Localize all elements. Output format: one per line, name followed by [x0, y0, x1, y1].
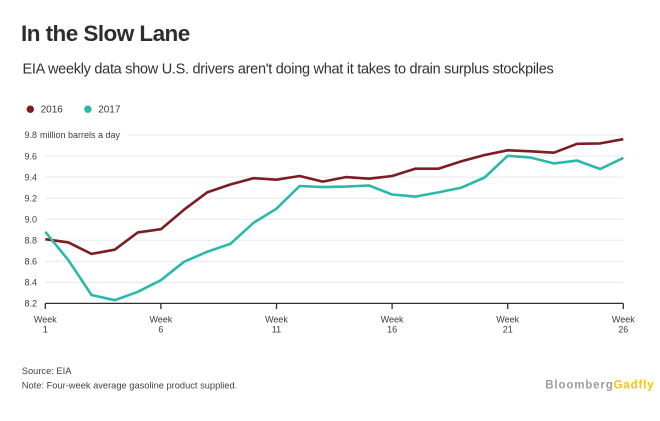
svg-text:Week: Week: [612, 315, 635, 325]
svg-text:8.4: 8.4: [25, 278, 38, 288]
svg-text:9.0: 9.0: [25, 214, 38, 224]
svg-text:Note: Four-week average gasoli: Note: Four-week average gasoline product…: [22, 380, 238, 390]
svg-text:In the Slow Lane: In the Slow Lane: [21, 21, 190, 46]
svg-text:2016: 2016: [41, 104, 64, 115]
svg-text:9.2: 9.2: [25, 193, 38, 203]
svg-text:8.6: 8.6: [25, 257, 38, 267]
svg-text:EIA weekly data show U.S. driv: EIA weekly data show U.S. drivers aren't…: [23, 61, 554, 77]
svg-text:6: 6: [158, 325, 163, 335]
svg-text:Source: EIA: Source: EIA: [22, 366, 72, 376]
svg-text:26: 26: [618, 325, 628, 335]
svg-text:9.6: 9.6: [25, 151, 38, 161]
svg-text:Week: Week: [381, 315, 404, 325]
svg-text:BloombergGadfly: BloombergGadfly: [545, 379, 654, 391]
svg-text:8.8: 8.8: [25, 235, 38, 245]
svg-text:11: 11: [272, 325, 281, 335]
svg-text:2017: 2017: [98, 104, 121, 115]
svg-text:Week: Week: [34, 315, 57, 325]
svg-text:21: 21: [503, 325, 513, 335]
svg-text:Week: Week: [496, 315, 519, 325]
svg-text:Week: Week: [265, 315, 288, 325]
svg-text:1: 1: [43, 325, 48, 335]
svg-text:16: 16: [387, 325, 397, 335]
svg-text:Week: Week: [149, 315, 172, 325]
svg-text:8.2: 8.2: [25, 299, 38, 309]
svg-text:9.4: 9.4: [25, 172, 38, 182]
